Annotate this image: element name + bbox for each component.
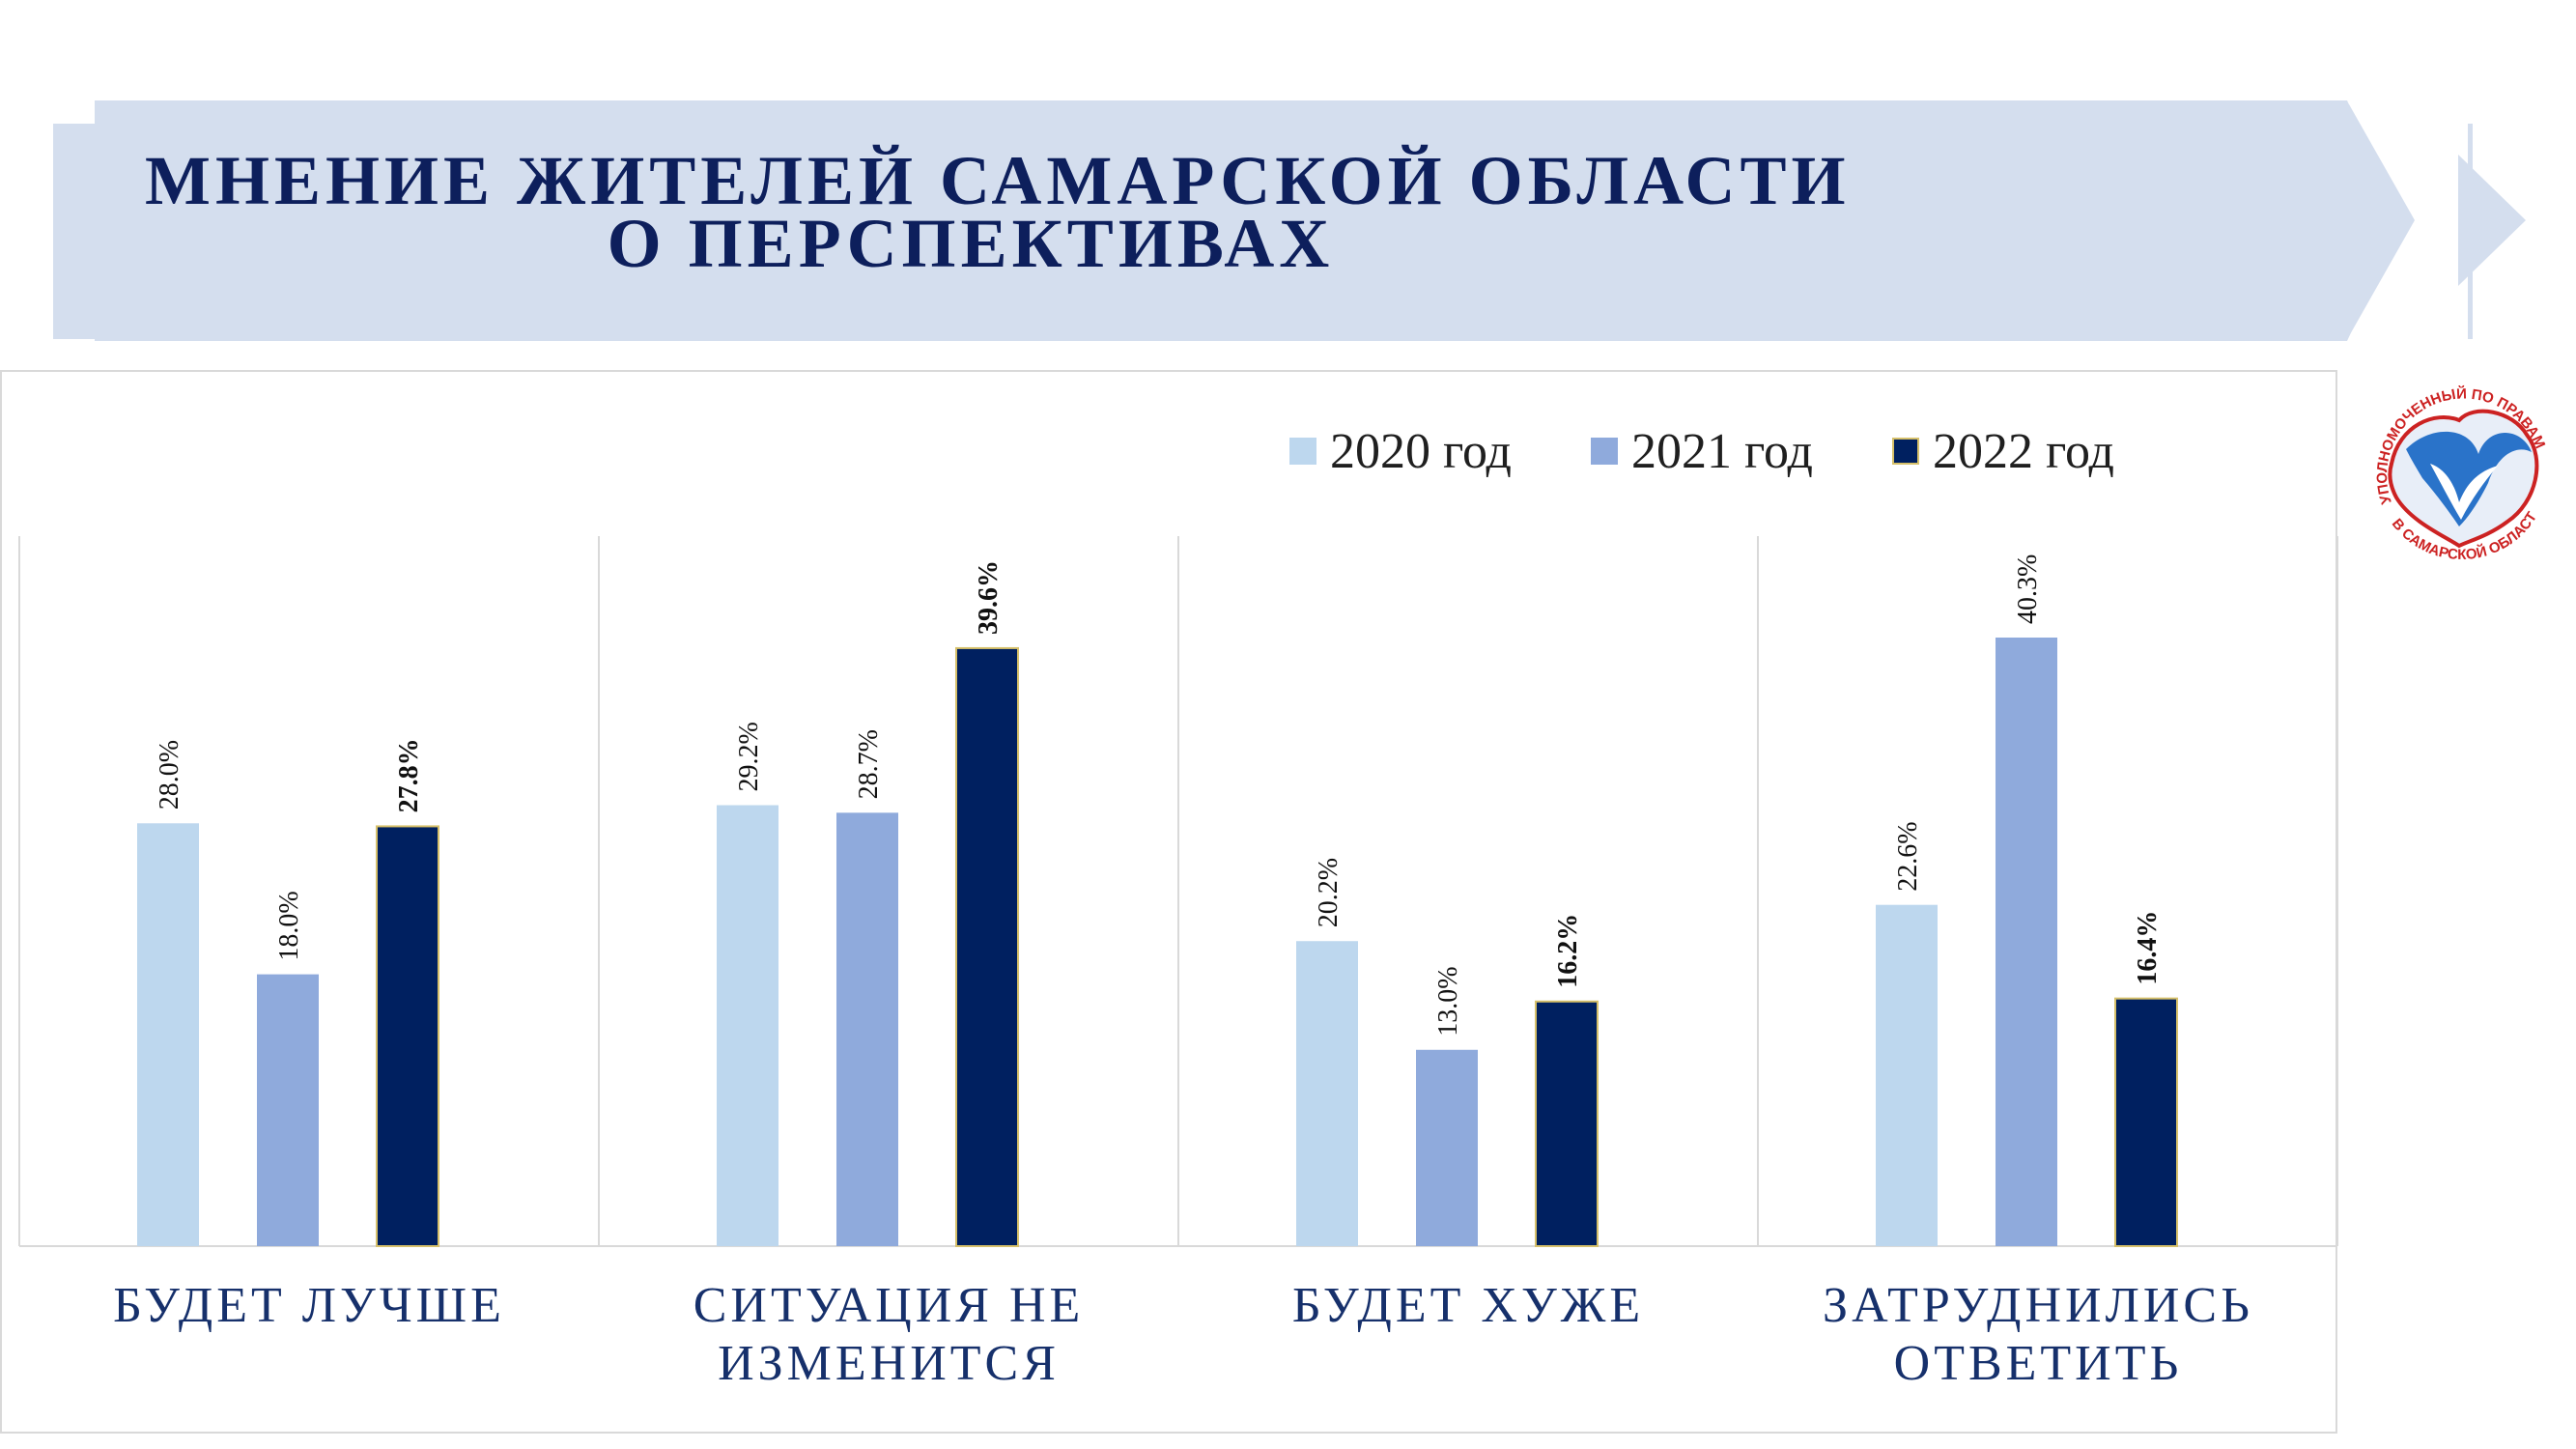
data-label: 28.7% bbox=[854, 729, 884, 799]
ombudsman-logo: УПОЛНОМОЧЕННЫЙ ПО ПРАВАМ ЧЕЛОВЕКА В САМА… bbox=[2347, 345, 2575, 580]
page-title-line-2: О ПЕРСПЕКТИВАХ bbox=[607, 205, 1335, 282]
bar-2020-год-cat-3 bbox=[1876, 904, 1938, 1246]
category-label-no-change: СИТУАЦИЯ НЕ ИЗМЕНИТСЯ bbox=[693, 1278, 1085, 1391]
bar-2022-год-cat-1 bbox=[955, 646, 1019, 1247]
legend-label-2020: 2020 год bbox=[1330, 423, 1512, 479]
data-label: 27.8% bbox=[394, 738, 424, 812]
bar-2022-год-cat-3 bbox=[2114, 997, 2178, 1247]
data-label: 18.0% bbox=[274, 891, 304, 960]
legend-swatch-2021 bbox=[1591, 438, 1618, 465]
chart-legend: 2020 год 2021 год 2022 год bbox=[1289, 417, 2114, 485]
data-label: 16.4% bbox=[2133, 911, 2163, 985]
legend-item-2020: 2020 год bbox=[1289, 423, 1512, 480]
bar-2021-год-cat-1 bbox=[836, 812, 898, 1246]
data-label: 22.6% bbox=[1893, 821, 1923, 891]
chevron-right-icon bbox=[2458, 155, 2526, 286]
legend-item-2022: 2022 год bbox=[1892, 423, 2114, 480]
category-label-worse: БУДЕТ ХУЖЕ bbox=[1291, 1278, 1645, 1333]
category-label-better: БУДЕТ ЛУЧШЕ bbox=[113, 1278, 505, 1333]
bar-2022-год-cat-0 bbox=[376, 825, 439, 1247]
page-title-line-1: МНЕНИЕ ЖИТЕЛЕЙ САМАРСКОЙ ОБЛАСТИ bbox=[145, 142, 1851, 219]
data-label: 16.2% bbox=[1553, 914, 1583, 988]
data-label: 20.2% bbox=[1314, 858, 1344, 927]
legend-label-2022: 2022 год bbox=[1933, 423, 2114, 479]
data-label: 39.6% bbox=[974, 560, 1004, 635]
bar-2020-год-cat-0 bbox=[137, 823, 199, 1246]
category-label-hard-to-answer: ЗАТРУДНИЛИСЬ ОТВЕТИТЬ bbox=[1823, 1278, 2253, 1391]
legend-item-2021: 2021 год bbox=[1591, 423, 1813, 480]
data-label: 40.3% bbox=[2013, 554, 2043, 624]
bar-2021-год-cat-3 bbox=[1996, 638, 2057, 1246]
data-labels-group: 28.0% 18.0% 27.8% 29.2% 28.7% 39.6% 20.2% 13.0%… bbox=[155, 554, 2163, 1037]
bar-2022-год-cat-2 bbox=[1535, 1000, 1599, 1248]
banner-shape bbox=[53, 100, 2526, 341]
legend-swatch-2020 bbox=[1289, 438, 1316, 465]
category-separators bbox=[18, 536, 2338, 1246]
bar-2021-год-cat-0 bbox=[257, 974, 319, 1246]
bar-2021-год-cat-2 bbox=[1416, 1049, 1478, 1246]
data-label: 28.0% bbox=[155, 740, 184, 810]
data-label: 29.2% bbox=[734, 722, 764, 791]
bar-2020-год-cat-2 bbox=[1296, 941, 1358, 1246]
legend-label-2021: 2021 год bbox=[1631, 423, 1813, 479]
title-banner: МНЕНИЕ ЖИТЕЛЕЙ САМАРСКОЙ ОБЛАСТИ О ПЕРСП… bbox=[0, 0, 2576, 367]
data-label: 13.0% bbox=[1433, 966, 1463, 1036]
legend-swatch-2022 bbox=[1892, 438, 1919, 465]
bars-group bbox=[137, 638, 2178, 1248]
bar-2020-год-cat-1 bbox=[717, 805, 778, 1246]
